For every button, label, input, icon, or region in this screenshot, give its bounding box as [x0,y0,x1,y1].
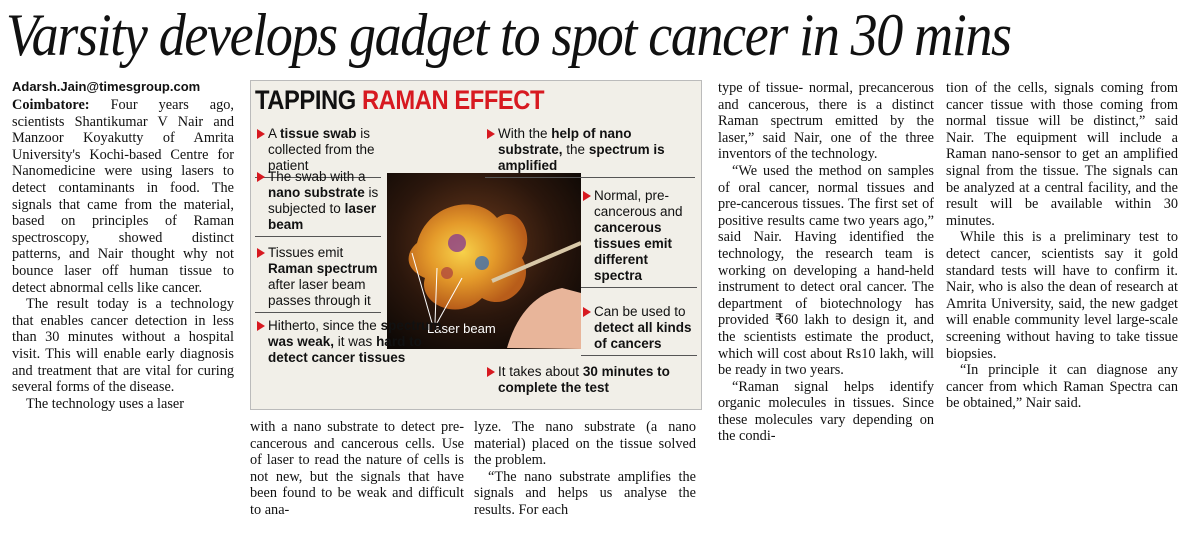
paragraph-text: The technology uses a laser [26,395,185,412]
paragraph: type of tissue- normal, precancerous and… [718,80,934,163]
text: Can be used to [594,304,686,319]
paragraph: tion of the cells, signals coming from c… [946,80,1178,229]
headline: Varsity develops gadget to spot cancer i… [6,2,1012,68]
bold-text: laser beam [268,201,377,232]
image-caption: Laser beam [427,321,496,336]
paragraph-text: “Raman signal helps identify organic mol… [718,378,934,445]
paragraph: “We used the method on samples of oral c… [718,163,934,379]
bold-text: nano substrate [268,185,365,200]
column: type of tissue- normal, precancerous and… [718,80,934,538]
bold-text: detect all kinds of cancers [594,320,692,351]
bullet-point: It takes about 30 minutes to complete th… [485,364,695,399]
bold-text: tissue swab [280,126,357,141]
bullet-point: A tissue swab is collected from the pati… [255,126,381,178]
bullet-point: The swab with a nano substrate is subjec… [255,169,381,237]
infobox: TAPPING RAMAN EFFECT Laser beam A tissue… [250,80,702,410]
paragraph: “In principle it can diagnose any cancer… [946,362,1178,412]
bold-text: help of nano substrate, [498,126,632,157]
bold-text: spectrum is amplified [498,142,665,173]
column: lyze. The nano substrate (a nano materia… [474,419,696,539]
bold-text: cancerous tissues emit different spectra [594,220,673,283]
bold-text: hard to detect cancer tissues [268,334,422,365]
text: the [562,142,589,157]
dateline: Coimbatore: [12,97,90,113]
byline: Adarsh.Jain@timesgroup.com [12,79,201,94]
text: Tissues emit [268,245,344,260]
paragraph: with a nano substrate to detect pre-canc… [250,419,464,519]
text: after laser beam passes through it [268,277,371,308]
text: is subjected to [268,185,379,216]
text: With the [498,126,552,141]
paragraph: The technology uses a laser [12,396,234,413]
bullet-point: Tissues emit Raman spectrum after laser … [255,245,381,313]
text: A [268,126,281,141]
bullet-point: With the help of nano substrate, the spe… [485,126,695,178]
paragraph: “The nano substrate amplifies the signal… [474,469,696,519]
column: tion of the cells, signals coming from c… [946,80,1178,538]
paragraph: lyze. The nano substrate (a nano materia… [474,419,696,469]
bullet-point: Can be used to detect all kinds of cance… [581,304,697,356]
text: Hitherto, since the [268,318,381,333]
column: with a nano substrate to detect pre-canc… [250,419,464,539]
bold-text: spectrum was weak, [268,318,442,349]
bullet-point: Normal, pre-cancerous and cancerous tiss… [581,188,697,288]
paragraph-text: The result today is a technology that en… [12,296,234,396]
paragraph: Coimbatore: Four years ago, scientists S… [12,97,234,296]
infobox-title: TAPPING RAMAN EFFECT [255,85,545,116]
title-highlight: RAMAN EFFECT [361,85,545,115]
text: The swab with a [268,169,366,184]
text: it was [334,334,377,349]
text: Normal, pre-cancerous and [594,188,683,219]
paragraph-text: Four years ago, scientists Shantikumar V… [12,97,234,296]
illustration [387,173,581,349]
paragraph-text: “In principle it can diagnose any cancer… [946,362,1178,412]
paragraph: While this is a preliminary test to dete… [946,229,1178,362]
paragraph-text: lyze. The nano substrate (a nano materia… [474,419,696,469]
bullet-point: Hitherto, since the spectrum was weak, i… [255,318,445,369]
paragraph-text: tion of the cells, signals coming from c… [946,80,1178,229]
paragraph-text: type of tissue- normal, precancerous and… [718,80,934,163]
text: is collected from the patient [268,126,375,173]
paragraph-text: “The nano substrate amplifies the signal… [474,468,696,518]
paragraph-text: While this is a preliminary test to dete… [946,229,1178,362]
bold-text: 30 minutes to complete the test [498,364,670,395]
bold-text: Raman spectrum [268,261,378,276]
paragraph-text: with a nano substrate to detect pre-canc… [250,419,464,518]
paragraph-text: “We used the method on samples of oral c… [718,162,934,379]
paragraph: “Raman signal helps identify organic mol… [718,379,934,445]
column: Coimbatore: Four years ago, scientists S… [12,97,234,537]
title-text: TAPPING [255,85,356,115]
paragraph: The result today is a technology that en… [12,296,234,396]
text: It takes about [498,364,583,379]
